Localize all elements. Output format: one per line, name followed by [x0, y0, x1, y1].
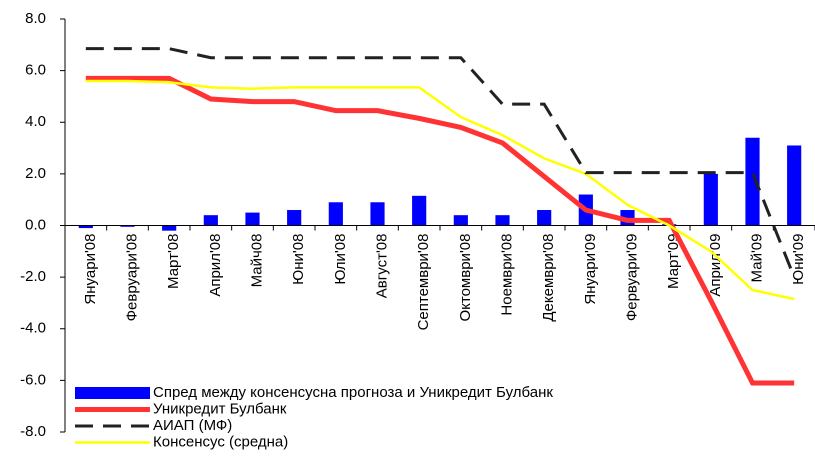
y-tick-label: -8.0: [20, 423, 46, 440]
x-tick-label: Ноември'08: [498, 234, 515, 316]
bar: [328, 202, 343, 226]
x-tick-label: Юли'08: [332, 234, 349, 285]
x-tick-label: Август'08: [373, 234, 390, 299]
x-tick-label: Септември'08: [415, 233, 432, 330]
x-tick-label: Юни'09: [790, 234, 807, 285]
legend-label: Уникредит Булбанк: [153, 400, 287, 417]
line: [85, 47, 796, 278]
y-tick-label: 0.0: [25, 216, 46, 233]
bar: [745, 137, 760, 226]
bar: [370, 202, 385, 226]
y-tick-label: 2.0: [25, 165, 46, 182]
bar: [245, 212, 260, 226]
bar: [412, 195, 427, 226]
x-tick-label: Октомври'08: [457, 234, 474, 322]
x-tick-label: Юни'08: [290, 234, 307, 285]
x-tick-label: Април'09: [707, 234, 724, 297]
bar: [453, 215, 468, 226]
x-tick-label: Май'09: [748, 234, 765, 283]
x-tick-label: Март'09: [665, 234, 682, 289]
x-tick-label: Декември'08: [540, 234, 557, 322]
bar: [287, 210, 302, 226]
legend-label: Консенсус (средна): [153, 433, 288, 450]
x-tick-label: Януари'08: [82, 234, 99, 305]
bar: [495, 215, 510, 226]
y-tick-label: 6.0: [25, 62, 46, 79]
y-tick-label: 8.0: [25, 10, 46, 27]
y-tick-label: -2.0: [20, 268, 46, 285]
x-tick-label: Фервуари'09: [623, 234, 640, 322]
y-tick-label: -6.0: [20, 371, 46, 388]
line: [85, 75, 795, 386]
bar: [537, 210, 552, 226]
y-tick-label: 4.0: [25, 113, 46, 130]
line: [85, 79, 795, 301]
x-tick-label: Февруари'08: [123, 234, 140, 322]
bar: [203, 215, 218, 226]
legend-label: АИАП (МФ): [153, 417, 232, 434]
bar: [78, 225, 93, 229]
x-tick-label: Март'08: [165, 234, 182, 289]
bar: [703, 173, 718, 226]
x-tick-label: Април'08: [207, 233, 224, 296]
x-tick-label: Майч08: [248, 234, 265, 288]
legend-label: Спред между консенсусна прогноза и Уникр…: [153, 384, 553, 401]
bar: [120, 225, 135, 227]
x-tick-label: Януари'09: [582, 234, 599, 305]
bar: [162, 225, 177, 231]
bar: [787, 145, 802, 226]
legend-swatch: [75, 387, 150, 399]
y-tick-label: -4.0: [20, 320, 46, 337]
